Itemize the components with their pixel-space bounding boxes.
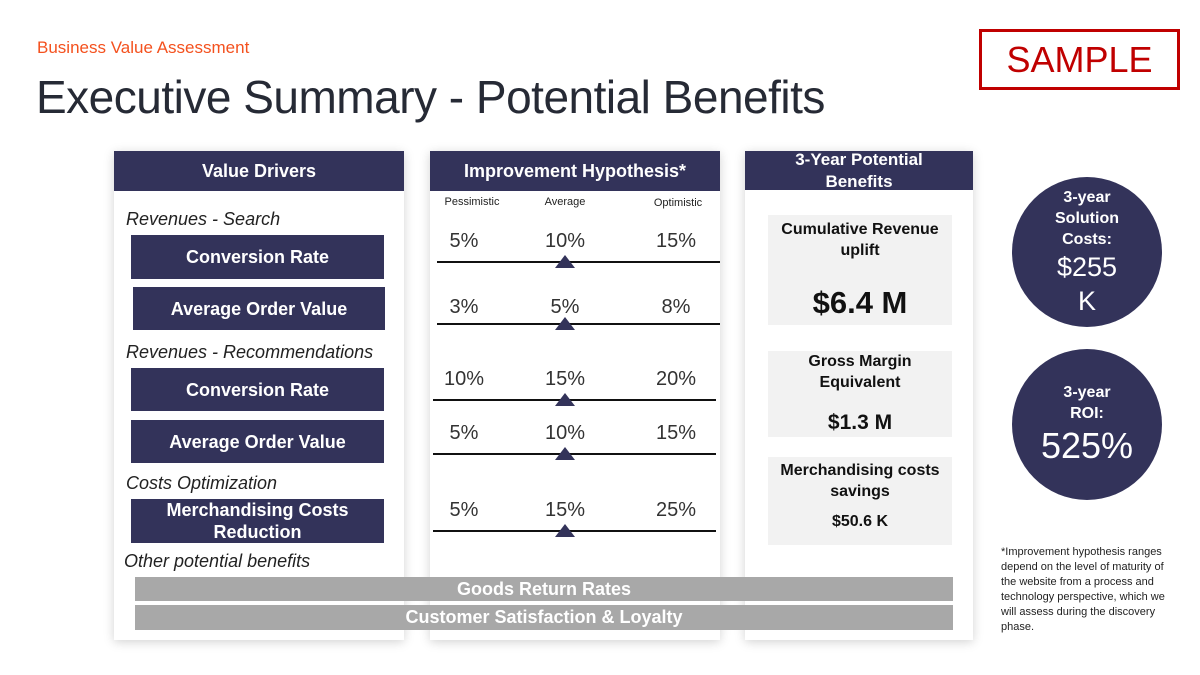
benefit-gross-margin: Gross Margin Equivalent $1.3 M	[768, 351, 952, 437]
benefit-revenue-uplift: Cumulative Revenue uplift $6.4 M	[768, 215, 952, 325]
hypothesis-value-average: 5%	[550, 296, 580, 318]
average-marker-icon	[555, 317, 575, 330]
hypothesis-value-average: 15%	[544, 368, 586, 390]
hypothesis-value-pessimistic: 5%	[449, 230, 479, 252]
hypothesis-value-average: 10%	[544, 422, 586, 444]
hypothesis-value-pessimistic: 5%	[449, 499, 479, 521]
benefit-value: $50.6 K	[831, 513, 889, 530]
sample-badge: SAMPLE	[979, 29, 1180, 90]
kpi-value: $255 K	[1056, 251, 1118, 316]
benefit-label: Gross Margin Equivalent	[808, 353, 912, 391]
hypothesis-header: Improvement Hypothesis*	[430, 151, 720, 191]
hypothesis-value-optimistic: 25%	[655, 499, 697, 521]
driver-aov-search: Average Order Value	[133, 287, 385, 330]
column-optimistic: Optimistic	[653, 197, 703, 209]
hypothesis-value-optimistic: 20%	[655, 368, 697, 390]
kpi-label: 3-year ROI:	[1063, 383, 1111, 422]
driver-aov-reco: Average Order Value	[131, 420, 384, 463]
footnote: *Improvement hypothesis ranges depend on…	[1001, 546, 1165, 633]
column-average: Average	[544, 196, 586, 208]
hypothesis-value-pessimistic: 3%	[449, 296, 479, 318]
benefit-merch-savings: Merchandising costs savings $50.6 K	[768, 457, 952, 545]
hypothesis-value-optimistic: 15%	[655, 230, 697, 252]
hypothesis-panel	[430, 151, 720, 640]
kpi-roi: 3-year ROI: 525%	[1012, 349, 1162, 500]
benefit-label: Cumulative Revenue uplift	[781, 221, 939, 259]
other-benefit-returns: Goods Return Rates	[135, 577, 953, 601]
driver-conversion-rate-search: Conversion Rate	[131, 235, 384, 279]
average-marker-icon	[555, 255, 575, 268]
kpi-label: 3-year Solution Costs:	[1055, 188, 1119, 248]
hypothesis-value-average: 10%	[544, 230, 586, 252]
category-label: Revenues - Recommendations	[126, 342, 374, 362]
hypothesis-value-average: 15%	[544, 499, 586, 521]
category-label: Other potential benefits	[124, 551, 311, 571]
section-subtitle: Business Value Assessment	[37, 38, 250, 57]
average-marker-icon	[555, 447, 575, 460]
benefits-header: 3-Year Potential Benefits	[745, 150, 973, 191]
kpi-solution-costs: 3-year Solution Costs: $255 K	[1012, 177, 1162, 327]
range-line	[437, 323, 720, 325]
driver-merch-costs: Merchandising Costs Reduction	[131, 499, 384, 543]
page-title: Executive Summary - Potential Benefits	[36, 71, 825, 123]
value-drivers-header: Value Drivers	[114, 151, 404, 191]
benefit-value: $1.3 M	[827, 411, 893, 434]
other-benefit-satisfaction: Customer Satisfaction & Loyalty	[135, 605, 953, 630]
category-label: Costs Optimization	[126, 473, 278, 493]
kpi-value: 525%	[1040, 424, 1134, 466]
column-pessimistic: Pessimistic	[444, 196, 500, 208]
hypothesis-value-optimistic: 15%	[655, 422, 697, 444]
benefit-label: Merchandising costs savings	[780, 462, 940, 500]
hypothesis-value-optimistic: 8%	[661, 296, 691, 318]
range-line	[437, 261, 720, 263]
hypothesis-value-pessimistic: 5%	[449, 422, 479, 444]
benefit-value: $6.4 M	[812, 285, 908, 320]
average-marker-icon	[555, 524, 575, 537]
category-label: Revenues - Search	[126, 209, 281, 229]
driver-conversion-rate-reco: Conversion Rate	[131, 368, 384, 411]
hypothesis-value-pessimistic: 10%	[443, 368, 485, 390]
average-marker-icon	[555, 393, 575, 406]
